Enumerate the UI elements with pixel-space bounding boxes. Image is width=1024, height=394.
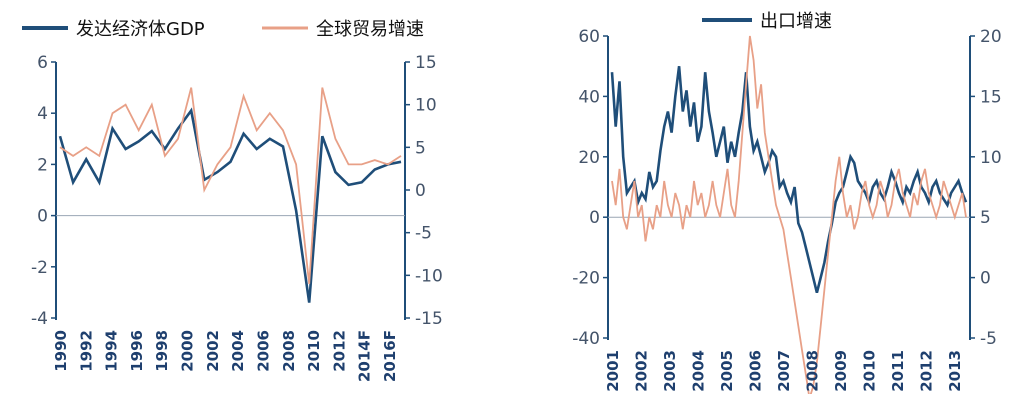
x-tick-label: 2012 — [918, 350, 936, 392]
left-tick-label: 4 — [37, 104, 48, 124]
x-tick-label: 2006 — [747, 350, 765, 392]
right-tick-label: 5 — [980, 208, 991, 228]
right-tick-label: 0 — [980, 269, 991, 289]
left-tick-label: -2 — [31, 258, 48, 278]
left-tick-label: 40 — [578, 87, 600, 107]
x-tick-labels: 1990 1992 1994 1996 1998 2000 2002 2004 2006 2008… — [52, 330, 399, 382]
left-tick-labels: -4 -2 0 2 4 6 — [31, 53, 56, 329]
series-line-secondary — [59, 87, 402, 284]
right-tick-label: -10 — [415, 266, 443, 286]
x-tick-label: 2004 — [229, 330, 247, 372]
x-tick-label: 2009 — [832, 350, 850, 392]
x-tick-label: 1990 — [52, 330, 70, 372]
x-tick-label: 2002 — [204, 330, 222, 372]
left-tick-label: -20 — [572, 269, 600, 289]
left-tick-labels: -40 -20 0 20 40 60 — [572, 27, 608, 349]
x-tick-label: 2006 — [254, 330, 272, 372]
right-tick-label: 15 — [980, 87, 1002, 107]
x-tick-label: 2016F — [381, 330, 399, 382]
series-lines — [610, 35, 968, 394]
x-tick-label: 2010 — [861, 350, 879, 392]
left-tick-label: 0 — [589, 208, 600, 228]
x-tick-label: 2004 — [690, 350, 708, 392]
right-tick-label: 5 — [415, 138, 426, 158]
x-tick-label: 2013 — [946, 350, 964, 392]
series-lines — [58, 87, 402, 303]
x-tick-label: 2012 — [330, 330, 348, 372]
series-line-primary — [610, 66, 968, 294]
right-tick-label: 15 — [415, 53, 437, 73]
right-tick-label: 20 — [980, 27, 1002, 47]
x-tick-label: 2000 — [179, 330, 197, 372]
left-tick-label: 60 — [578, 27, 600, 47]
left-tick-label: 2 — [37, 155, 48, 175]
x-tick-label: 2011 — [889, 350, 907, 392]
legend-label-gdp: 发达经济体GDP — [76, 19, 205, 40]
right-tick-label: 10 — [415, 96, 437, 116]
x-tick-label: 2001 — [604, 350, 622, 392]
left-tick-label: 20 — [578, 148, 600, 168]
right-tick-labels: -5 0 5 10 15 20 — [970, 27, 1002, 349]
x-tick-label: 1994 — [103, 330, 121, 372]
x-tick-label: 1992 — [77, 330, 95, 372]
chart-right-panel: 出口增速 -40 -20 0 20 40 60 -5 0 5 10 15 20 2001 2002 20… — [512, 0, 1024, 394]
x-tick-label: 1998 — [153, 330, 171, 372]
right-tick-label: 0 — [415, 181, 426, 201]
x-tick-label: 2005 — [718, 350, 736, 392]
series-line-secondary — [611, 35, 967, 394]
legend-label-export: 出口增速 — [760, 11, 832, 32]
right-tick-label: 10 — [980, 148, 1002, 168]
left-tick-label: -40 — [572, 329, 600, 349]
x-tick-label: 2008 — [280, 330, 298, 372]
x-tick-label: 2008 — [804, 350, 822, 392]
left-tick-label: 0 — [37, 207, 48, 227]
x-tick-label: 2010 — [305, 330, 323, 372]
x-tick-label: 2003 — [661, 350, 679, 392]
x-tick-label: 2007 — [775, 350, 793, 392]
x-tick-label: 1996 — [128, 330, 146, 372]
series-line-primary — [58, 107, 402, 303]
right-tick-label: -15 — [415, 309, 443, 329]
left-tick-label: -4 — [31, 309, 48, 329]
right-tick-label: -5 — [415, 224, 432, 244]
x-tick-label: 2002 — [633, 350, 651, 392]
left-tick-label: 6 — [37, 53, 48, 73]
right-tick-labels: -15 -10 -5 0 5 10 15 — [405, 53, 443, 329]
legend-label-trade: 全球贸易增速 — [316, 19, 424, 40]
x-tick-labels: 2001 2002 2003 2004 2005 2006 2007 2008 2009 2010… — [604, 350, 964, 392]
x-tick-label: 2014F — [356, 330, 374, 382]
right-tick-label: -5 — [980, 329, 997, 349]
chart-left-panel: 发达经济体GDP 全球贸易增速 -4 -2 0 2 4 6 -15 -10 -5 0 5 10 15 … — [22, 19, 443, 382]
